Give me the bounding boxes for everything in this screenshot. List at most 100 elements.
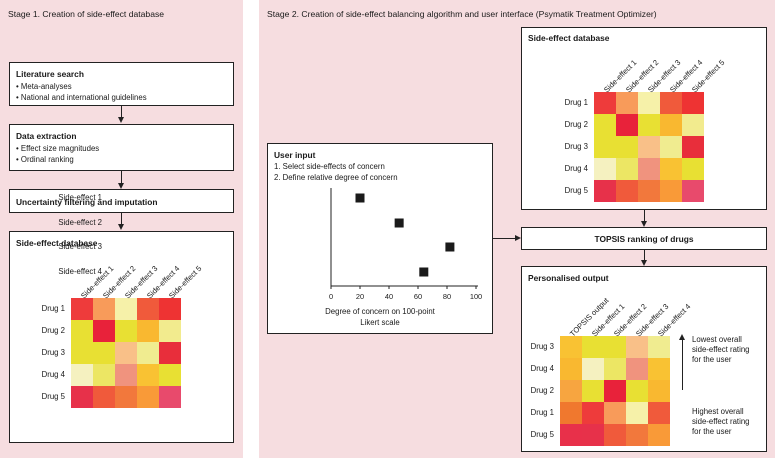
heatmap-row-label: Drug 3 xyxy=(41,348,65,357)
heatmap-cell xyxy=(626,402,648,424)
heatmap-cell xyxy=(682,114,704,136)
scatter-category-label: Side-effect 4 xyxy=(58,267,102,276)
heatmap-cell xyxy=(638,158,660,180)
arrow-head xyxy=(641,260,647,266)
heatmap-cell xyxy=(594,158,616,180)
heatmap-cell xyxy=(115,386,137,408)
stage2-panel: Stage 2. Creation of side-effect balanci… xyxy=(58,0,775,458)
heatmap-cell xyxy=(660,92,682,114)
uncertainty-title: Uncertainty filtering and imputation xyxy=(16,197,158,207)
heatmap-row-label: Drug 1 xyxy=(41,304,65,313)
arrow-head xyxy=(641,221,647,227)
scatter-point xyxy=(445,242,455,252)
user-input-box: User input 1. Select side-effects of con… xyxy=(58,143,493,334)
heatmap-cell xyxy=(93,298,115,320)
heatmap-cell xyxy=(115,342,137,364)
arrow-head xyxy=(515,235,521,241)
heatmap-cell xyxy=(682,136,704,158)
heatmap-cell xyxy=(660,158,682,180)
heatmap-cell xyxy=(137,386,159,408)
data-extraction-title: Data extraction xyxy=(16,131,77,141)
heatmap-cell xyxy=(594,136,616,158)
heatmap-row-label: Drug 5 xyxy=(530,430,554,439)
heatmap-cell xyxy=(93,342,115,364)
heatmap-cell xyxy=(626,358,648,380)
heatmap-cell xyxy=(638,92,660,114)
heatmap-cell xyxy=(159,364,181,386)
heatmap-cell xyxy=(137,298,159,320)
heatmap-cell xyxy=(638,114,660,136)
arrow-line xyxy=(121,213,122,226)
arrow-head xyxy=(118,183,124,189)
extraction-item: • Ordinal ranking xyxy=(16,155,74,164)
scatter-plot xyxy=(330,188,478,289)
heatmap-cell xyxy=(71,386,93,408)
arrow-line xyxy=(644,250,645,262)
heatmap-cell xyxy=(682,92,704,114)
heatmap-cell xyxy=(71,342,93,364)
heatmap-cell xyxy=(115,364,137,386)
uncertainty-box: Uncertainty filtering and imputation xyxy=(9,189,234,213)
heatmap-cell xyxy=(594,180,616,202)
x-tick-label: 100 xyxy=(469,292,483,301)
heatmap-cell xyxy=(159,320,181,342)
heatmap-cell xyxy=(93,320,115,342)
heatmap-cell xyxy=(137,342,159,364)
heatmap-cell xyxy=(582,424,604,446)
heatmap-row-label: Drug 4 xyxy=(41,370,65,379)
heatmap-row-label: Drug 1 xyxy=(530,408,554,417)
arrow-line xyxy=(121,106,122,119)
scatter-point xyxy=(355,193,365,203)
literature-search-title: Literature search xyxy=(16,69,84,79)
heatmap-cell xyxy=(682,158,704,180)
heatmap-cell xyxy=(582,380,604,402)
highest-annotation: Highest overall side-effect rating for t… xyxy=(692,407,750,437)
heatmap-cell xyxy=(604,380,626,402)
stage1-panel: Stage 1. Creation of side-effect databas… xyxy=(0,0,243,458)
x-axis-label-line1: Degree of concern on 100-point xyxy=(325,307,435,316)
output-box: Personalised output Drug 3 Drug 4 Drug 2 Dr… xyxy=(521,266,767,452)
arrow-line xyxy=(644,210,645,223)
heatmap-cell xyxy=(71,298,93,320)
lowest-line: Lowest overall xyxy=(692,335,742,344)
topsis-box: TOPSIS ranking of drugs xyxy=(521,227,767,250)
x-tick-label: 40 xyxy=(384,292,394,301)
stage2-database-title: Side-effect database xyxy=(528,33,610,43)
heatmap-cell xyxy=(137,364,159,386)
heatmap-cell xyxy=(560,424,582,446)
heatmap-cell xyxy=(137,320,159,342)
heatmap-cell xyxy=(93,386,115,408)
x-tick-label: 60 xyxy=(413,292,423,301)
scatter-category-label: Side-effect 2 xyxy=(58,218,102,227)
heatmap-cell xyxy=(582,336,604,358)
heatmap-cell xyxy=(626,380,648,402)
scatter-point xyxy=(419,267,429,277)
heatmap-row-label: Drug 2 xyxy=(530,386,554,395)
heatmap-cell xyxy=(604,424,626,446)
heatmap-cell xyxy=(159,298,181,320)
heatmap-cell xyxy=(616,158,638,180)
heatmap-cell xyxy=(660,136,682,158)
heatmap-cell xyxy=(638,180,660,202)
heatmap-row-label: Drug 3 xyxy=(530,342,554,351)
literature-search-box: Literature search • Meta-analyses • Nati… xyxy=(9,62,234,106)
heatmap-row-label: Drug 4 xyxy=(564,164,588,173)
scatter-category-label: Side-effect 1 xyxy=(58,193,102,202)
heatmap-cell xyxy=(660,180,682,202)
lowest-annotation: Lowest overall side-effect rating for th… xyxy=(692,335,750,365)
literature-item: • Meta-analyses xyxy=(16,82,72,91)
arrow-head xyxy=(118,117,124,123)
x-tick-label: 0 xyxy=(328,292,334,301)
lowest-line: side-effect rating xyxy=(692,345,750,354)
heatmap-cell xyxy=(604,402,626,424)
literature-item: • National and international guidelines xyxy=(16,93,147,102)
heatmap-cell xyxy=(582,358,604,380)
stage2-title: Stage 2. Creation of side-effect balanci… xyxy=(267,9,657,19)
heatmap-row-label: Drug 5 xyxy=(41,392,65,401)
x-tick-label: 20 xyxy=(355,292,365,301)
stage1-database-box: Side-effect database Drug 1 Drug 2 Drug 3 D… xyxy=(9,231,234,443)
heatmap-cell xyxy=(604,336,626,358)
heatmap-row-label: Drug 3 xyxy=(564,142,588,151)
heatmap-row-label: Drug 2 xyxy=(564,120,588,129)
x-tick-label: 80 xyxy=(442,292,452,301)
